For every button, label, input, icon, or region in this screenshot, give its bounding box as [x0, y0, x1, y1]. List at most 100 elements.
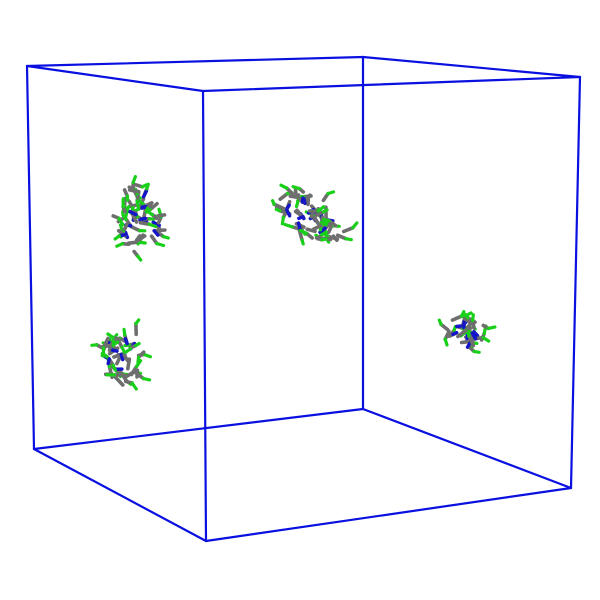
bond-stick	[106, 357, 111, 366]
bond-stick	[472, 329, 480, 338]
bond-stick	[121, 213, 128, 221]
bond-stick	[140, 183, 148, 189]
bond-stick	[155, 241, 166, 248]
bond-stick	[321, 220, 327, 226]
bond-stick	[134, 342, 141, 348]
bond-stick	[272, 202, 286, 211]
bond-stick	[279, 183, 289, 190]
molecule-cluster-upper-middle[interactable]	[271, 183, 359, 246]
bond-stick	[117, 216, 125, 227]
bond-stick	[481, 336, 491, 343]
bond-stick	[142, 352, 152, 359]
bond-stick	[106, 332, 115, 340]
bond-stick	[111, 340, 120, 347]
box-edge-front-top	[201, 75, 582, 93]
box-edge-front-left	[201, 89, 208, 543]
bond-stick	[296, 221, 302, 232]
bond-stick	[300, 238, 305, 246]
bond-stick	[285, 208, 292, 218]
bond-stick	[141, 376, 152, 382]
bond-stick	[136, 254, 143, 262]
simulation-box	[25, 55, 582, 543]
box-edge-back-top	[25, 55, 365, 68]
bond-stick	[316, 205, 326, 213]
bond-stick	[131, 175, 137, 185]
bond-stick	[298, 228, 309, 235]
bond-stick	[151, 220, 162, 228]
molecule-cluster-right[interactable]	[437, 310, 497, 354]
box-edge-front-bottom	[204, 486, 573, 543]
bond-stick	[291, 185, 301, 191]
bond-stick	[161, 235, 170, 240]
bond-stick	[463, 320, 474, 333]
bond-stick	[274, 207, 282, 213]
bond-stick	[297, 214, 305, 221]
bond-stick	[123, 337, 129, 346]
bond-stick	[120, 345, 127, 354]
bond-stick	[471, 313, 475, 323]
bond-stick	[144, 209, 155, 217]
box-edge-front-right	[569, 75, 582, 490]
bond-stick	[135, 234, 147, 243]
bond-stick	[136, 355, 141, 364]
bond-stick	[452, 324, 457, 332]
bond-stick	[141, 189, 149, 199]
bond-stick	[437, 318, 443, 326]
box-edge-connect-br	[361, 407, 573, 490]
bond-stick	[123, 208, 130, 219]
bond-stick	[285, 203, 291, 211]
bond-stick	[311, 222, 325, 231]
bond-stick	[136, 240, 147, 245]
bond-stick	[147, 222, 158, 229]
bond-stick	[110, 348, 119, 353]
bond-stick	[351, 221, 359, 230]
bond-stick	[320, 230, 328, 237]
bond-stick	[271, 199, 276, 206]
bond-stick	[293, 187, 298, 197]
bond-stick	[294, 198, 300, 209]
bond-stick	[90, 343, 99, 347]
bond-stick	[472, 349, 481, 354]
molecule-cluster-lower-left[interactable]	[90, 318, 152, 391]
bond-stick	[456, 329, 467, 339]
bond-stick	[443, 337, 449, 347]
bond-stick	[128, 209, 138, 217]
bond-stick	[134, 318, 141, 326]
bond-stick	[135, 199, 141, 211]
bond-stick	[152, 229, 160, 237]
bond-stick	[113, 234, 122, 241]
bond-stick	[127, 188, 141, 194]
bond-stick	[305, 227, 317, 234]
bond-stick	[326, 190, 336, 196]
bond-stick	[341, 226, 355, 234]
box-edge-connect-tr	[361, 55, 582, 79]
bond-stick	[311, 213, 320, 225]
bond-stick	[321, 208, 329, 214]
bond-stick	[119, 232, 128, 238]
bond-stick	[326, 224, 334, 234]
bond-stick	[280, 215, 285, 226]
box-edge-back-left	[25, 64, 36, 451]
bond-stick	[344, 237, 353, 242]
bond-stick	[115, 242, 125, 248]
bond-stick	[455, 324, 463, 329]
bond-stick	[133, 370, 146, 381]
bond-stick	[450, 314, 464, 322]
bond-stick	[145, 182, 150, 191]
bond-stick	[322, 217, 331, 223]
bond-stick	[451, 331, 459, 336]
box-edge-connect-tl	[25, 64, 205, 93]
bond-stick	[111, 363, 118, 372]
bond-stick	[139, 216, 148, 221]
bond-stick	[137, 198, 146, 207]
bond-stick	[324, 220, 329, 227]
molecule-cluster-upper-left[interactable]	[111, 175, 170, 262]
box-edge-connect-bl	[32, 447, 208, 543]
bond-stick	[300, 196, 305, 204]
bond-stick	[486, 325, 497, 330]
bond-stick	[459, 311, 465, 318]
bond-stick	[122, 353, 130, 363]
bond-stick	[130, 381, 138, 391]
